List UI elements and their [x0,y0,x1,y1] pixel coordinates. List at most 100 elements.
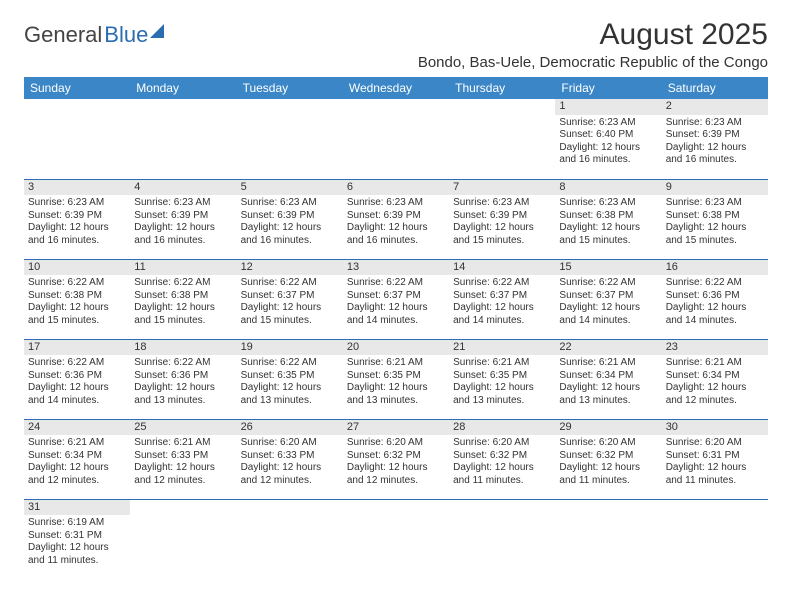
title-block: August 2025 Bondo, Bas-Uele, Democratic … [418,18,768,71]
calendar-day-cell: 8Sunrise: 6:23 AMSunset: 6:38 PMDaylight… [555,179,661,259]
calendar-day-cell: 2Sunrise: 6:23 AMSunset: 6:39 PMDaylight… [662,99,768,179]
day-number [130,99,236,115]
calendar-week-row: 17Sunrise: 6:22 AMSunset: 6:36 PMDayligh… [24,339,768,419]
day-number: 16 [662,260,768,276]
day-number: 12 [237,260,343,276]
day-number: 23 [662,340,768,356]
day-info-line: Daylight: 12 hours and 15 minutes. [453,222,551,247]
day-info-line: Sunset: 6:38 PM [134,290,232,303]
day-info-line: Daylight: 12 hours and 16 minutes. [666,142,764,167]
calendar-empty-cell [449,99,555,179]
day-number [555,500,661,516]
day-info-line: Sunset: 6:31 PM [666,450,764,463]
day-header: Wednesday [343,77,449,99]
day-info-line: Sunrise: 6:20 AM [666,437,764,450]
calendar-day-cell: 23Sunrise: 6:21 AMSunset: 6:34 PMDayligh… [662,339,768,419]
day-info-line: Daylight: 12 hours and 13 minutes. [241,382,339,407]
day-number: 27 [343,420,449,436]
day-info-line: Sunset: 6:34 PM [28,450,126,463]
day-info-line: Daylight: 12 hours and 16 minutes. [134,222,232,247]
calendar-day-cell: 20Sunrise: 6:21 AMSunset: 6:35 PMDayligh… [343,339,449,419]
day-info-line: Sunrise: 6:23 AM [241,197,339,210]
calendar-week-row: 3Sunrise: 6:23 AMSunset: 6:39 PMDaylight… [24,179,768,259]
day-info-line: Daylight: 12 hours and 11 minutes. [559,462,657,487]
calendar-day-cell: 7Sunrise: 6:23 AMSunset: 6:39 PMDaylight… [449,179,555,259]
calendar-day-cell: 30Sunrise: 6:20 AMSunset: 6:31 PMDayligh… [662,419,768,499]
calendar-day-cell: 10Sunrise: 6:22 AMSunset: 6:38 PMDayligh… [24,259,130,339]
day-info-line: Daylight: 12 hours and 11 minutes. [666,462,764,487]
day-number: 29 [555,420,661,436]
day-info-line: Daylight: 12 hours and 12 minutes. [241,462,339,487]
day-info-line: Sunrise: 6:23 AM [559,197,657,210]
day-info-line: Sunrise: 6:21 AM [559,357,657,370]
calendar-day-cell: 29Sunrise: 6:20 AMSunset: 6:32 PMDayligh… [555,419,661,499]
day-info-line: Sunrise: 6:22 AM [134,357,232,370]
day-info-line: Sunset: 6:38 PM [28,290,126,303]
day-info-line: Sunset: 6:39 PM [666,129,764,142]
day-number: 22 [555,340,661,356]
day-info-line: Sunset: 6:32 PM [347,450,445,463]
calendar-day-cell: 13Sunrise: 6:22 AMSunset: 6:37 PMDayligh… [343,259,449,339]
calendar-day-cell: 15Sunrise: 6:22 AMSunset: 6:37 PMDayligh… [555,259,661,339]
calendar-day-cell: 24Sunrise: 6:21 AMSunset: 6:34 PMDayligh… [24,419,130,499]
day-info-line: Sunset: 6:38 PM [666,210,764,223]
logo-text-2: Blue [104,22,148,48]
day-info-line: Daylight: 12 hours and 15 minutes. [666,222,764,247]
day-info-line: Daylight: 12 hours and 11 minutes. [28,542,126,567]
day-info-line: Daylight: 12 hours and 12 minutes. [347,462,445,487]
calendar-week-row: 1Sunrise: 6:23 AMSunset: 6:40 PMDaylight… [24,99,768,179]
day-header: Thursday [449,77,555,99]
day-info-line: Sunset: 6:34 PM [666,370,764,383]
calendar-empty-cell [343,499,449,579]
day-info-line: Daylight: 12 hours and 16 minutes. [28,222,126,247]
calendar-day-cell: 19Sunrise: 6:22 AMSunset: 6:35 PMDayligh… [237,339,343,419]
day-number [662,500,768,516]
day-info-line: Daylight: 12 hours and 14 minutes. [28,382,126,407]
day-info-line: Daylight: 12 hours and 14 minutes. [666,302,764,327]
day-info-line: Sunrise: 6:22 AM [453,277,551,290]
day-number: 30 [662,420,768,436]
day-info-line: Daylight: 12 hours and 14 minutes. [559,302,657,327]
day-info-line: Sunrise: 6:20 AM [453,437,551,450]
day-info-line: Sunrise: 6:21 AM [666,357,764,370]
day-info-line: Sunset: 6:39 PM [347,210,445,223]
day-number: 10 [24,260,130,276]
calendar-day-cell: 9Sunrise: 6:23 AMSunset: 6:38 PMDaylight… [662,179,768,259]
calendar-day-cell: 17Sunrise: 6:22 AMSunset: 6:36 PMDayligh… [24,339,130,419]
day-info-line: Sunrise: 6:22 AM [241,277,339,290]
day-info-line: Sunrise: 6:22 AM [28,357,126,370]
day-info-line: Sunrise: 6:23 AM [453,197,551,210]
calendar-empty-cell [343,99,449,179]
day-info-line: Sunset: 6:36 PM [28,370,126,383]
calendar-day-cell: 16Sunrise: 6:22 AMSunset: 6:36 PMDayligh… [662,259,768,339]
day-info-line: Sunset: 6:35 PM [241,370,339,383]
day-info-line: Sunrise: 6:22 AM [559,277,657,290]
day-info-line: Sunset: 6:32 PM [453,450,551,463]
day-info-line: Sunset: 6:34 PM [559,370,657,383]
day-info-line: Sunset: 6:35 PM [453,370,551,383]
day-info-line: Daylight: 12 hours and 13 minutes. [453,382,551,407]
day-number: 18 [130,340,236,356]
day-info-line: Daylight: 12 hours and 12 minutes. [666,382,764,407]
calendar-day-cell: 3Sunrise: 6:23 AMSunset: 6:39 PMDaylight… [24,179,130,259]
day-info-line: Sunrise: 6:19 AM [28,517,126,530]
header: General Blue August 2025 Bondo, Bas-Uele… [24,18,768,71]
calendar-day-cell: 14Sunrise: 6:22 AMSunset: 6:37 PMDayligh… [449,259,555,339]
logo-text-1: General [24,22,102,48]
day-info-line: Sunrise: 6:22 AM [134,277,232,290]
day-number: 24 [24,420,130,436]
calendar-day-cell: 26Sunrise: 6:20 AMSunset: 6:33 PMDayligh… [237,419,343,499]
day-info-line: Sunrise: 6:21 AM [453,357,551,370]
day-number [130,500,236,516]
day-number: 1 [555,99,661,115]
day-number [343,500,449,516]
day-info-line: Daylight: 12 hours and 16 minutes. [241,222,339,247]
day-number: 14 [449,260,555,276]
day-number: 6 [343,180,449,196]
calendar-day-cell: 6Sunrise: 6:23 AMSunset: 6:39 PMDaylight… [343,179,449,259]
day-number [237,500,343,516]
day-header-row: SundayMondayTuesdayWednesdayThursdayFrid… [24,77,768,99]
calendar-empty-cell [662,499,768,579]
calendar-week-row: 10Sunrise: 6:22 AMSunset: 6:38 PMDayligh… [24,259,768,339]
day-info-line: Sunset: 6:38 PM [559,210,657,223]
